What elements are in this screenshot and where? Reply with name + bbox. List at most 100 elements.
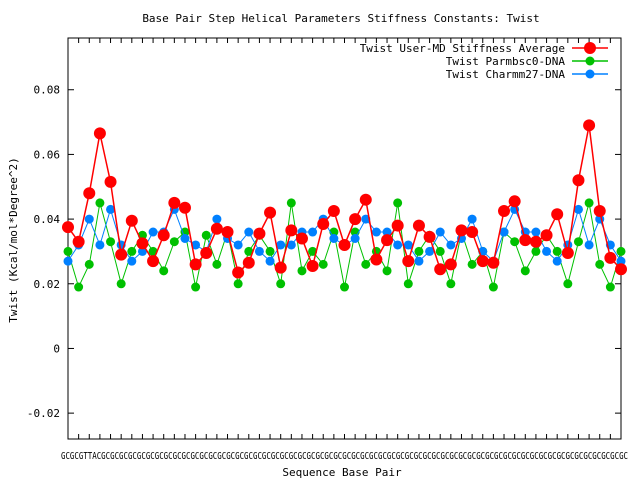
data-point bbox=[455, 224, 468, 237]
data-point bbox=[93, 127, 106, 140]
data-point bbox=[327, 205, 340, 218]
data-point bbox=[423, 230, 436, 243]
data-point bbox=[584, 240, 594, 250]
data-point bbox=[148, 246, 158, 256]
data-point bbox=[157, 229, 170, 242]
data-point bbox=[338, 238, 351, 251]
data-point bbox=[391, 219, 404, 232]
data-point bbox=[83, 187, 96, 200]
data-point bbox=[106, 204, 116, 214]
data-point bbox=[540, 229, 553, 242]
data-point bbox=[552, 246, 562, 256]
data-point bbox=[498, 205, 511, 218]
data-point bbox=[286, 240, 296, 250]
data-point bbox=[393, 198, 403, 208]
data-point bbox=[531, 227, 541, 237]
x-axis-label: Sequence Base Pair bbox=[282, 466, 402, 479]
data-point bbox=[169, 237, 179, 247]
data-point bbox=[604, 251, 617, 264]
data-point bbox=[444, 258, 457, 271]
data-point bbox=[127, 256, 137, 266]
data-point bbox=[127, 246, 137, 256]
data-point bbox=[297, 266, 307, 276]
y-tick-label: 0.04 bbox=[34, 213, 61, 226]
data-point bbox=[584, 198, 594, 208]
data-point bbox=[62, 221, 74, 234]
data-point bbox=[244, 246, 254, 256]
data-point bbox=[147, 255, 160, 268]
data-point bbox=[148, 227, 158, 237]
data-point bbox=[382, 266, 392, 276]
data-point bbox=[276, 279, 286, 289]
data-point bbox=[382, 227, 392, 237]
data-point bbox=[520, 266, 530, 276]
data-point bbox=[104, 175, 117, 188]
data-point bbox=[329, 234, 339, 243]
data-point bbox=[74, 282, 84, 292]
data-point bbox=[359, 193, 372, 206]
data-point bbox=[340, 282, 349, 292]
data-point bbox=[435, 246, 445, 256]
data-point bbox=[573, 237, 583, 247]
y-tick-label: -0.02 bbox=[27, 407, 60, 420]
data-point bbox=[232, 266, 245, 279]
data-point bbox=[595, 259, 605, 269]
data-point bbox=[467, 214, 477, 224]
legend-marker bbox=[585, 69, 595, 79]
data-point bbox=[616, 246, 626, 256]
data-point bbox=[414, 256, 424, 266]
y-tick-label: 0.06 bbox=[34, 148, 61, 161]
data-point bbox=[212, 214, 222, 224]
data-point bbox=[84, 259, 94, 269]
data-point bbox=[210, 222, 223, 235]
data-point bbox=[572, 174, 585, 187]
data-point bbox=[295, 232, 308, 245]
data-point bbox=[308, 246, 318, 256]
data-point bbox=[242, 256, 255, 269]
data-point bbox=[233, 279, 243, 289]
data-point bbox=[370, 253, 383, 266]
data-point bbox=[381, 234, 394, 247]
data-point bbox=[137, 246, 147, 256]
legend-label: Twist User-MD Stiffness Average bbox=[360, 42, 565, 55]
data-point bbox=[561, 247, 574, 260]
data-point bbox=[159, 266, 169, 276]
data-point bbox=[563, 279, 573, 289]
data-point bbox=[201, 230, 211, 240]
data-point bbox=[116, 279, 126, 289]
data-point bbox=[435, 227, 445, 237]
data-point bbox=[434, 263, 447, 276]
data-point bbox=[412, 219, 425, 232]
data-point bbox=[286, 198, 296, 208]
y-tick-label: 0.08 bbox=[34, 84, 61, 97]
data-point bbox=[361, 214, 371, 224]
x-ticks: GCGCGTTACGCGCGCGCGCGCGCGCGCGCGCGCGCGCGCG… bbox=[61, 38, 628, 462]
data-point bbox=[402, 255, 415, 268]
data-point bbox=[253, 227, 266, 240]
data-point bbox=[403, 279, 413, 289]
data-point bbox=[115, 248, 128, 261]
data-point bbox=[254, 246, 264, 256]
data-point bbox=[542, 246, 552, 256]
data-point bbox=[552, 256, 562, 266]
data-point bbox=[189, 258, 202, 271]
data-point bbox=[529, 235, 542, 248]
data-point bbox=[221, 226, 234, 239]
data-point bbox=[605, 282, 615, 292]
data-point bbox=[244, 227, 254, 237]
data-point bbox=[191, 240, 201, 250]
data-point bbox=[136, 237, 149, 250]
data-point bbox=[349, 213, 362, 226]
chart-title: Base Pair Step Helical Parameters Stiffn… bbox=[142, 12, 539, 25]
data-point bbox=[84, 214, 94, 224]
data-point bbox=[487, 256, 500, 269]
legend-marker bbox=[585, 56, 595, 66]
data-point bbox=[615, 263, 627, 276]
data-point bbox=[308, 227, 318, 237]
data-point bbox=[531, 246, 541, 256]
data-point bbox=[274, 261, 287, 274]
series-0 bbox=[62, 119, 627, 279]
data-point bbox=[616, 256, 626, 266]
